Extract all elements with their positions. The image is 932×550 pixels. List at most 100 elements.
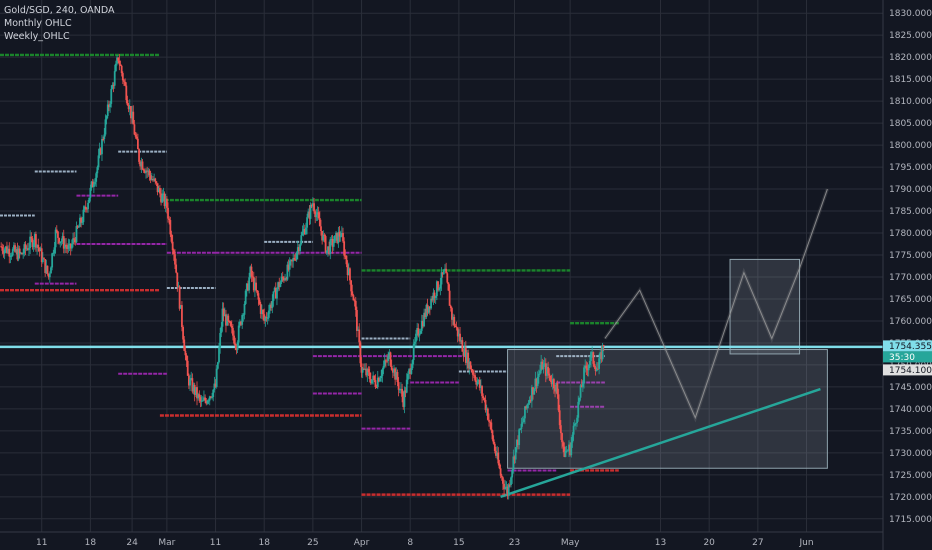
candle-body <box>601 345 604 360</box>
time-tick-label: 15 <box>453 538 464 548</box>
candle-body <box>602 345 605 347</box>
candle-body <box>507 484 510 496</box>
candle-body <box>131 111 134 119</box>
candle-body <box>134 134 137 137</box>
candle-body <box>84 206 87 209</box>
candle-body <box>524 406 526 419</box>
candle-body <box>409 369 412 374</box>
candle-body <box>368 372 371 379</box>
candle-body <box>148 170 151 176</box>
candle-body <box>336 232 339 243</box>
candle-body <box>11 249 14 256</box>
candle-body <box>483 398 486 400</box>
candle-body <box>248 277 251 291</box>
candle-body <box>455 326 458 328</box>
candle-body <box>563 446 566 457</box>
candle-body <box>192 384 195 392</box>
time-tick-label: Apr <box>354 538 370 548</box>
candle-body <box>25 248 28 250</box>
candle-body <box>111 84 114 89</box>
candle-body <box>181 305 183 328</box>
candle-body <box>386 360 388 362</box>
indicator-weekly-ohlc[interactable]: Weekly_OHLC <box>4 31 70 42</box>
candle-body <box>194 387 197 395</box>
candle-body <box>50 267 52 274</box>
candle-body <box>369 378 372 384</box>
candle-body <box>579 385 582 398</box>
candle-body <box>196 387 198 399</box>
price-axis[interactable]: 1715.000 1720.000 1725.000 1730.000 1735.000… <box>882 0 932 550</box>
candle-body <box>387 355 390 361</box>
candle-body <box>406 373 409 380</box>
time-axis[interactable]: 11 18 24 Mar 11 18 25 Apr 8 15 23 May 13 20 27 Jun <box>0 531 883 548</box>
candle-body <box>174 254 176 265</box>
candle-body <box>530 387 533 402</box>
candle-body <box>543 363 546 365</box>
candle-body <box>22 253 25 255</box>
candle-body <box>391 369 394 373</box>
candle-body <box>160 193 162 203</box>
candle-body <box>130 106 132 119</box>
symbol-info[interactable]: Gold/SGD, 240, OANDA <box>4 5 115 16</box>
candle-body <box>555 383 558 392</box>
candle-body <box>65 244 67 247</box>
candle-body <box>492 439 495 444</box>
candle-body <box>438 288 441 291</box>
candle-body <box>466 352 468 363</box>
candle-body <box>176 272 179 287</box>
candle-body <box>328 246 330 255</box>
candle-body <box>585 365 588 369</box>
candle-body <box>291 259 293 262</box>
candle-body <box>214 383 217 387</box>
candle-body <box>105 116 108 120</box>
candle-body <box>315 214 318 218</box>
candle-body <box>384 360 387 362</box>
candle-body <box>476 381 479 385</box>
drawings-layer[interactable] <box>0 258 883 499</box>
indicator-monthly-ohlc[interactable]: Monthly OHLC <box>4 18 72 29</box>
candle-body <box>29 236 32 248</box>
candle-body <box>597 368 599 370</box>
candle-body <box>402 396 405 407</box>
candle-body <box>554 388 556 392</box>
candle-body <box>457 333 460 337</box>
time-tick-label: May <box>561 538 580 548</box>
candle-body <box>587 364 590 371</box>
candle-body <box>113 71 116 86</box>
candle-body <box>145 170 147 173</box>
candle-body <box>255 282 257 291</box>
candle-body <box>376 377 379 388</box>
candle-body <box>128 106 131 110</box>
candle-body <box>586 368 589 371</box>
candle-body <box>201 400 204 402</box>
candle-body <box>339 236 342 238</box>
candle-body <box>66 246 69 249</box>
candle-body <box>559 425 562 434</box>
candle-body <box>74 239 77 243</box>
projection-path[interactable] <box>603 188 830 423</box>
candle-body <box>327 246 329 251</box>
time-tick-label: 20 <box>703 538 715 548</box>
candle-body <box>35 234 37 248</box>
candle-body <box>3 249 6 254</box>
candle-body <box>4 246 7 250</box>
candle-body <box>220 326 223 334</box>
candle-body <box>26 248 29 250</box>
candle-body <box>356 310 358 331</box>
candle-body <box>397 382 400 390</box>
candle-body <box>431 298 434 301</box>
candle-body <box>53 247 56 254</box>
candle-body <box>298 247 300 251</box>
candle-body <box>489 421 492 423</box>
candle-body <box>86 208 88 210</box>
candle-body <box>562 442 565 447</box>
candle-body <box>542 363 545 370</box>
candle-body <box>58 237 60 244</box>
candle-body <box>96 167 99 174</box>
candle-body <box>39 248 42 252</box>
time-tick-label: Jun <box>798 538 813 548</box>
candle-body <box>470 369 473 371</box>
candle-body <box>215 368 218 387</box>
candle-body <box>190 378 193 380</box>
